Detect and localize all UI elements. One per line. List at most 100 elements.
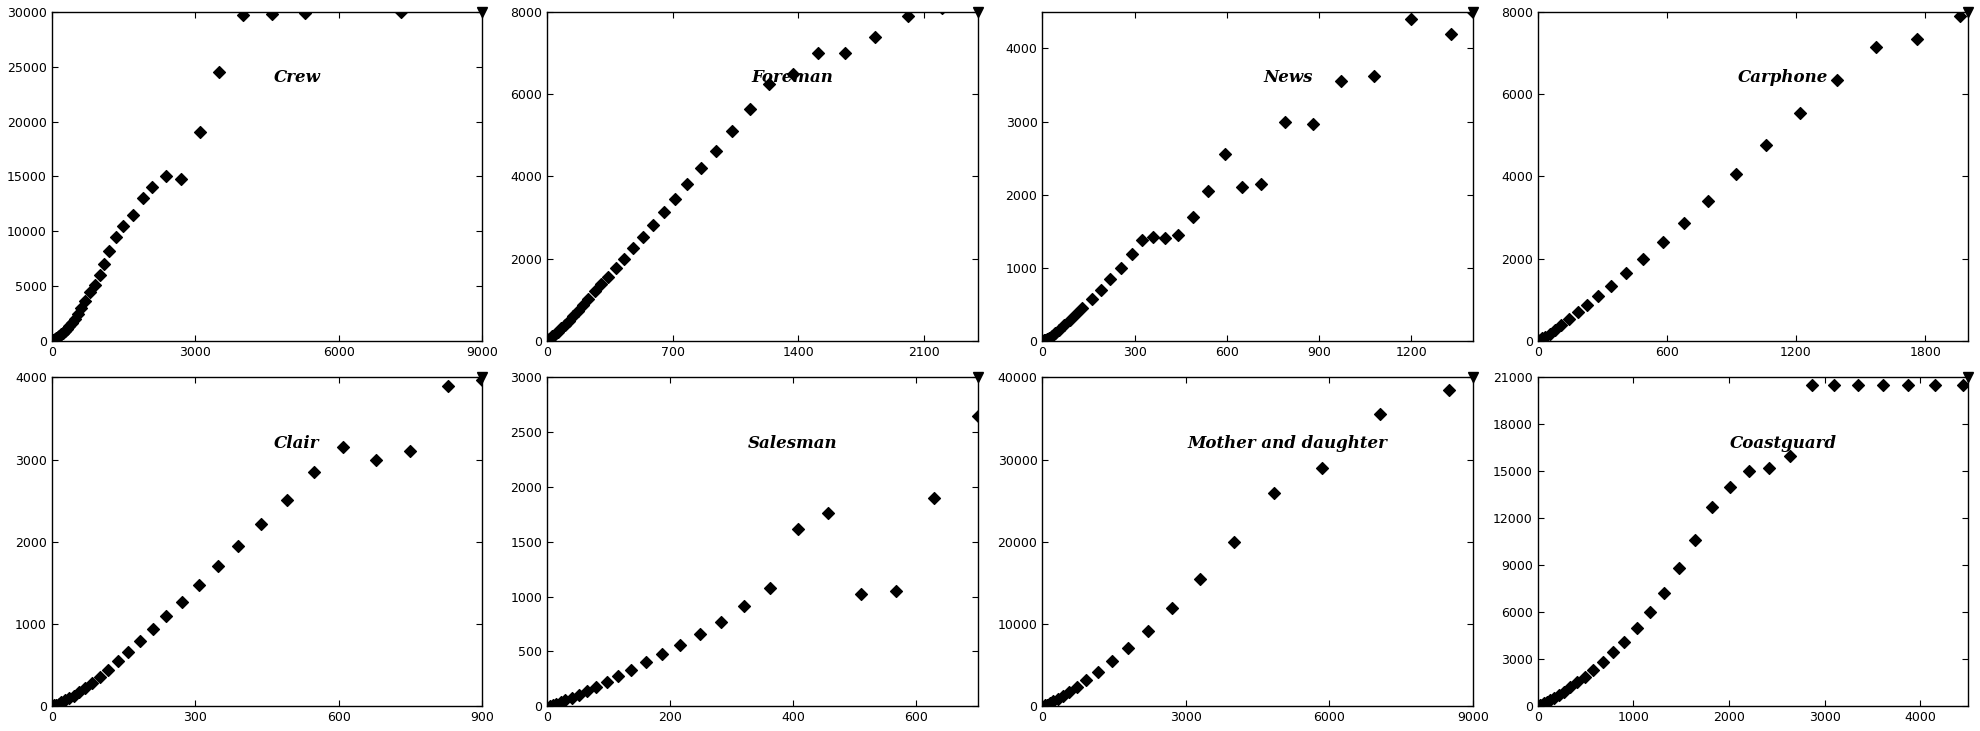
Point — [137, 181, 168, 193]
Point — [572, 293, 604, 305]
Point — [53, 692, 85, 704]
Point — [962, 410, 994, 422]
Point — [1669, 217, 1701, 229]
Point — [584, 279, 616, 290]
Point — [44, 330, 75, 341]
Point — [1752, 463, 1784, 474]
Point — [1113, 642, 1144, 654]
Point — [1634, 607, 1665, 618]
Point — [432, 380, 463, 392]
Point — [1040, 327, 1071, 339]
Point — [616, 664, 647, 675]
Point — [1156, 602, 1188, 613]
Point — [1358, 70, 1390, 82]
Point — [1946, 379, 1978, 391]
Point — [630, 656, 661, 668]
Point — [1552, 313, 1584, 325]
Point — [1043, 324, 1075, 336]
Point — [150, 170, 182, 182]
Point — [83, 269, 115, 281]
Point — [1538, 692, 1570, 704]
Point — [360, 454, 392, 466]
Point — [1434, 384, 1465, 395]
Point — [1534, 327, 1566, 339]
Point — [663, 639, 695, 651]
Point — [1622, 622, 1653, 634]
Point — [645, 648, 677, 660]
Point — [802, 48, 834, 59]
Point — [1071, 675, 1103, 686]
Point — [1105, 262, 1137, 273]
Point — [1784, 107, 1816, 118]
Point — [1822, 74, 1853, 86]
Point — [1081, 666, 1113, 678]
Point — [46, 328, 77, 340]
Point — [699, 145, 731, 156]
Point — [55, 317, 87, 329]
Point — [164, 173, 196, 184]
Point — [962, 0, 994, 1]
Point — [1859, 41, 1891, 53]
Point — [1218, 536, 1249, 548]
Point — [184, 126, 216, 138]
Point — [881, 586, 913, 597]
Point — [618, 243, 649, 254]
Point — [42, 331, 73, 343]
Point — [1053, 686, 1085, 698]
Text: Salesman: Salesman — [748, 435, 838, 452]
Point — [1075, 293, 1107, 305]
Point — [271, 494, 303, 506]
Point — [1030, 334, 1061, 346]
Point — [1127, 234, 1158, 246]
Point — [1647, 587, 1679, 599]
Point — [1041, 693, 1073, 705]
Point — [685, 162, 717, 174]
Point — [600, 262, 632, 274]
Point — [1053, 314, 1085, 326]
Point — [570, 686, 602, 697]
Point — [592, 270, 624, 282]
Point — [1150, 232, 1182, 244]
Point — [89, 258, 121, 270]
Point — [1133, 625, 1164, 637]
Point — [1325, 75, 1356, 87]
Point — [50, 694, 81, 706]
Point — [46, 697, 77, 708]
Point — [246, 518, 277, 529]
Point — [1774, 450, 1806, 461]
Point — [83, 672, 115, 683]
Point — [57, 689, 89, 701]
Point — [101, 231, 133, 243]
Point — [729, 601, 760, 613]
Point — [1610, 268, 1641, 279]
Point — [1030, 700, 1061, 711]
Point — [539, 328, 570, 340]
Point — [1067, 302, 1099, 314]
Point — [590, 676, 622, 688]
Point — [42, 699, 73, 711]
Point — [1562, 677, 1594, 689]
Point — [113, 645, 145, 657]
Point — [1529, 330, 1560, 342]
Point — [93, 664, 125, 676]
Point — [44, 697, 75, 709]
Point — [127, 192, 158, 204]
Point — [1628, 253, 1659, 265]
Point — [556, 692, 588, 704]
Point — [1047, 690, 1079, 702]
Point — [1034, 332, 1065, 344]
Point — [1436, 28, 1467, 39]
Point — [1396, 13, 1428, 25]
Point — [1085, 284, 1117, 295]
Point — [69, 295, 101, 307]
Point — [1178, 211, 1210, 222]
Point — [63, 686, 95, 698]
Point — [222, 540, 253, 552]
Point — [1663, 563, 1695, 575]
Point — [562, 306, 594, 317]
Point — [69, 682, 101, 694]
Point — [79, 279, 111, 291]
Point — [919, 492, 950, 504]
Point — [1867, 379, 1899, 391]
Point — [1457, 6, 1489, 18]
